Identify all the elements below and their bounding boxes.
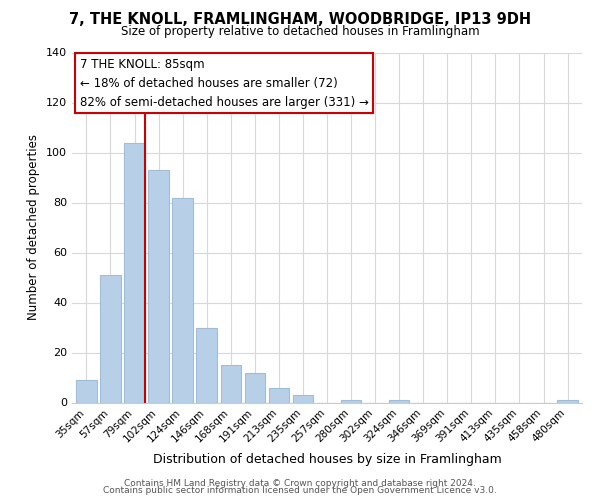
X-axis label: Distribution of detached houses by size in Framlingham: Distribution of detached houses by size … [152, 452, 502, 466]
Bar [341, 400, 361, 402]
Bar [557, 400, 578, 402]
Bar [172, 198, 193, 402]
Y-axis label: Number of detached properties: Number of detached properties [28, 134, 40, 320]
Bar [293, 395, 313, 402]
Text: Contains public sector information licensed under the Open Government Licence v3: Contains public sector information licen… [103, 486, 497, 495]
Bar [76, 380, 97, 402]
Bar [124, 142, 145, 402]
Bar [148, 170, 169, 402]
Bar [389, 400, 409, 402]
Text: Contains HM Land Registry data © Crown copyright and database right 2024.: Contains HM Land Registry data © Crown c… [124, 478, 476, 488]
Bar [269, 388, 289, 402]
Bar [245, 372, 265, 402]
Text: 7, THE KNOLL, FRAMLINGHAM, WOODBRIDGE, IP13 9DH: 7, THE KNOLL, FRAMLINGHAM, WOODBRIDGE, I… [69, 12, 531, 28]
Text: Size of property relative to detached houses in Framlingham: Size of property relative to detached ho… [121, 25, 479, 38]
Bar [100, 275, 121, 402]
Bar [221, 365, 241, 403]
Bar [196, 328, 217, 402]
Text: 7 THE KNOLL: 85sqm
← 18% of detached houses are smaller (72)
82% of semi-detache: 7 THE KNOLL: 85sqm ← 18% of detached hou… [80, 58, 368, 109]
